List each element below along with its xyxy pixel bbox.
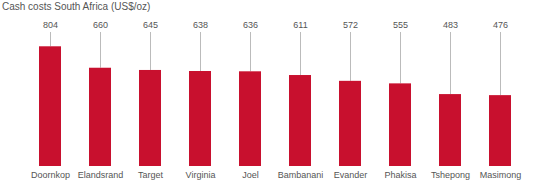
svg-text:Bambanani: Bambanani — [278, 170, 324, 180]
svg-text:Target: Target — [138, 170, 164, 180]
svg-text:Phakisa: Phakisa — [384, 170, 416, 180]
svg-text:572: 572 — [343, 20, 358, 30]
svg-text:638: 638 — [193, 20, 208, 30]
svg-text:476: 476 — [493, 20, 508, 30]
svg-text:660: 660 — [93, 20, 108, 30]
svg-text:Virginia: Virginia — [186, 170, 216, 180]
svg-text:636: 636 — [243, 20, 258, 30]
svg-text:Joel: Joel — [242, 170, 259, 180]
svg-text:611: 611 — [293, 20, 307, 30]
svg-text:483: 483 — [443, 20, 458, 30]
svg-text:Evander: Evander — [334, 170, 368, 180]
svg-text:Tshepong: Tshepong — [431, 170, 470, 180]
svg-text:804: 804 — [43, 20, 58, 30]
svg-text:645: 645 — [143, 20, 158, 30]
html-text:Cash costs South Africa (US$/o: Cash costs South Africa (US$/oz) — [2, 1, 151, 12]
svg-text:Doornkop: Doornkop — [31, 170, 70, 180]
svg-text:Elandsrand: Elandsrand — [78, 170, 124, 180]
svg-text:Masimong: Masimong — [480, 170, 522, 180]
svg-text:555: 555 — [393, 20, 408, 30]
